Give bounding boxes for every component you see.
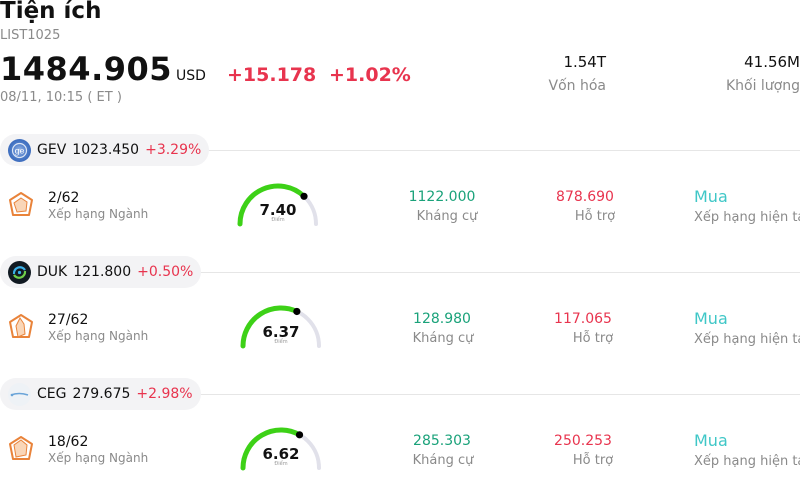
score-gauge-marker — [296, 431, 303, 438]
currency-label: USD — [176, 68, 206, 84]
divider — [200, 272, 800, 273]
stock-symbol: DUK — [37, 264, 67, 280]
score-caption: Điểm — [237, 461, 325, 467]
recommendation-label: Xếp hạng hiện tại — [694, 454, 800, 469]
timestamp: 08/11, 10:15 ( ET ) — [0, 90, 122, 105]
stock-card-gev[interactable]: ge GEV 1023.450 +3.29% 2/62 Xếp hạng Ngà… — [0, 134, 800, 256]
industry-rank: 18/62 — [48, 434, 88, 450]
stock-pill-gev[interactable]: ge GEV 1023.450 +3.29% — [0, 134, 209, 166]
support-value: 117.065 — [528, 311, 638, 327]
volume-label: Khối lượng — [726, 78, 800, 94]
recommendation: Mua — [694, 187, 728, 206]
duke-energy-logo-icon — [8, 261, 31, 284]
market-cap-value: 1.54T — [563, 53, 606, 71]
stock-pill-duk[interactable]: DUK 121.800 +0.50% — [0, 256, 201, 288]
divider — [200, 150, 800, 151]
pentagon-rank-icon — [8, 434, 34, 464]
score-caption: Điểm — [237, 339, 325, 345]
resistance-label: Kháng cự — [388, 453, 498, 468]
index-price: 1484.905 — [0, 50, 172, 88]
resistance-label: Kháng cự — [392, 209, 502, 224]
resistance-value: 285.303 — [387, 433, 497, 449]
divider — [200, 394, 800, 395]
resistance-value: 128.980 — [387, 311, 497, 327]
stock-price: 1023.450 — [72, 142, 139, 158]
support-value: 250.253 — [528, 433, 638, 449]
score-gauge-marker — [300, 193, 307, 200]
score-caption: Điểm — [234, 217, 322, 223]
stock-change-percent: +3.29% — [145, 142, 201, 158]
industry-rank-label: Xếp hạng Ngành — [48, 207, 148, 221]
recommendation-label: Xếp hạng hiện tại — [694, 210, 800, 225]
industry-rank-label: Xếp hạng Ngành — [48, 329, 148, 343]
volume-value: 41.56M — [744, 53, 800, 71]
stock-card-duk[interactable]: DUK 121.800 +0.50% 27/62 Xếp hạng Ngành … — [0, 256, 800, 378]
recommendation-label: Xếp hạng hiện tại — [694, 332, 800, 347]
industry-rank-label: Xếp hạng Ngành — [48, 451, 148, 465]
svg-text:ge: ge — [15, 146, 25, 155]
stock-pill-ceg[interactable]: CEG 279.675 +2.98% — [0, 378, 201, 410]
stock-symbol: CEG — [37, 386, 66, 402]
price-change: +15.178 — [227, 64, 316, 86]
pentagon-rank-icon — [8, 312, 34, 342]
price-change-percent: +1.02% — [329, 64, 411, 86]
constellation-logo-icon — [8, 383, 31, 406]
stock-change-percent: +0.50% — [137, 264, 193, 280]
recommendation: Mua — [694, 431, 728, 450]
market-cap-label: Vốn hóa — [549, 78, 606, 94]
stock-symbol: GEV — [37, 142, 66, 158]
support-label: Hỗ trợ — [538, 331, 648, 346]
stock-price: 121.800 — [73, 264, 131, 280]
ge-vernova-logo-icon: ge — [8, 139, 31, 162]
support-value: 878.690 — [530, 189, 640, 205]
stock-change-percent: +2.98% — [136, 386, 192, 402]
resistance-label: Kháng cự — [388, 331, 498, 346]
industry-rank: 2/62 — [48, 190, 79, 206]
recommendation: Mua — [694, 309, 728, 328]
pentagon-rank-icon — [8, 190, 34, 220]
stock-card-ceg[interactable]: CEG 279.675 +2.98% 18/62 Xếp hạng Ngành … — [0, 378, 800, 500]
support-label: Hỗ trợ — [538, 453, 648, 468]
resistance-value: 1122.000 — [387, 189, 497, 205]
support-label: Hỗ trợ — [540, 209, 650, 224]
industry-rank: 27/62 — [48, 312, 88, 328]
stock-price: 279.675 — [72, 386, 130, 402]
index-code: LIST1025 — [0, 28, 60, 43]
score-gauge-marker — [293, 308, 300, 315]
page-title: Tiện ích — [0, 0, 101, 24]
